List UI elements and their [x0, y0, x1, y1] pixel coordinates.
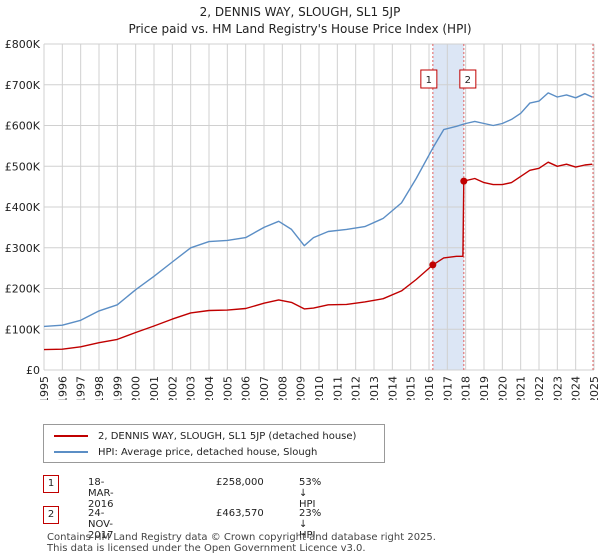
footer-licence: This data is licensed under the Open Gov…: [47, 543, 366, 554]
x-tick-label: 2015: [405, 376, 418, 400]
x-tick-label: 2014: [386, 376, 399, 400]
transaction-badge-marker: 1: [420, 69, 438, 89]
x-tick-label: 2018: [460, 376, 473, 400]
x-tick-label: 2001: [148, 376, 161, 400]
x-tick-label: 2000: [130, 376, 143, 400]
legend-label-property: 2, DENNIS WAY, SLOUGH, SL1 5JP (detached…: [98, 430, 357, 442]
x-tick-label: 2005: [221, 376, 234, 400]
x-tick-label: 2019: [478, 376, 491, 400]
x-tick-label: 2002: [166, 376, 179, 400]
transaction-point: [429, 261, 437, 269]
y-tick-label: £100K: [5, 323, 41, 336]
price-chart: 1 2 £0 £100K £200K £300K £400K £500K £600K £700K £…: [5, 38, 600, 400]
chart-title: 2, DENNIS WAY, SLOUGH, SL1 5JP: [199, 5, 401, 19]
legend-label-hpi: HPI: Average price, detached house, Slou…: [98, 446, 318, 458]
y-tick-label: £500K: [5, 160, 41, 173]
x-tick-label: 1997: [75, 376, 88, 400]
hpi-series-line: [43, 92, 593, 328]
y-tick-label: £400K: [5, 201, 41, 214]
x-tick-label: 2020: [496, 376, 509, 400]
x-tick-label: 1998: [93, 376, 106, 400]
x-tick-label: 2007: [258, 376, 271, 400]
legend-swatch-hpi: [54, 451, 88, 453]
property-series-line: [43, 161, 593, 351]
transaction-price: £258,000: [216, 477, 264, 488]
x-tick-label: 2025: [588, 376, 600, 400]
transaction-hpi-diff: 23% ↓ HPI: [299, 508, 322, 541]
x-tick-label: 2010: [313, 376, 326, 400]
legend-item-hpi: HPI: Average price, detached house, Slou…: [54, 444, 317, 460]
transaction-badge-label: 1: [426, 75, 432, 86]
transaction-date: 18-MAR-2016: [88, 477, 114, 510]
x-tick-label: 2022: [533, 376, 546, 400]
x-tick-label: 2013: [368, 376, 381, 400]
transaction-badge: 2: [43, 506, 59, 524]
x-tick-label: 2008: [276, 376, 289, 400]
x-tick-label: 1995: [38, 376, 51, 400]
x-tick-label: 2006: [240, 376, 253, 400]
x-tick-label: 2021: [515, 376, 528, 400]
transaction-badge-label: 2: [465, 75, 471, 86]
legend: 2, DENNIS WAY, SLOUGH, SL1 5JP (detached…: [43, 424, 385, 463]
y-tick-label: £0: [26, 364, 40, 377]
transaction-badge-marker: 2: [459, 69, 477, 89]
x-tick-label: 2017: [441, 376, 454, 400]
x-tick-label: 2003: [185, 376, 198, 400]
x-tick-label: 2012: [350, 376, 363, 400]
y-tick-label: £300K: [5, 242, 41, 255]
x-tick-label: 1996: [56, 376, 69, 400]
y-tick-label: £800K: [5, 38, 41, 51]
x-tick-label: 2004: [203, 376, 216, 400]
legend-item-property: 2, DENNIS WAY, SLOUGH, SL1 5JP (detached…: [54, 428, 356, 444]
y-tick-label: £700K: [5, 79, 41, 92]
x-tick-label: 1999: [111, 376, 124, 400]
x-tick-label: 2024: [570, 376, 583, 400]
footer-copyright: Contains HM Land Registry data © Crown c…: [47, 532, 436, 543]
transaction-date: 24-NOV-2017: [88, 508, 114, 541]
x-tick-label: 2009: [295, 376, 308, 400]
y-tick-label: £600K: [5, 120, 41, 133]
x-tick-label: 2016: [423, 376, 436, 400]
transaction-badge-box: [459, 69, 477, 89]
chart-subtitle: Price paid vs. HM Land Registry's House …: [128, 22, 472, 36]
transaction-price: £463,570: [216, 508, 264, 519]
transaction-badge-box: [420, 69, 438, 89]
legend-swatch-property: [54, 435, 88, 437]
y-tick-label: £200K: [5, 283, 41, 296]
x-tick-label: 2023: [551, 376, 564, 400]
transaction-point: [460, 177, 468, 185]
transaction-hpi-diff: 53% ↓ HPI: [299, 477, 322, 510]
transaction-badge: 1: [43, 475, 59, 493]
x-tick-label: 2011: [331, 376, 344, 400]
